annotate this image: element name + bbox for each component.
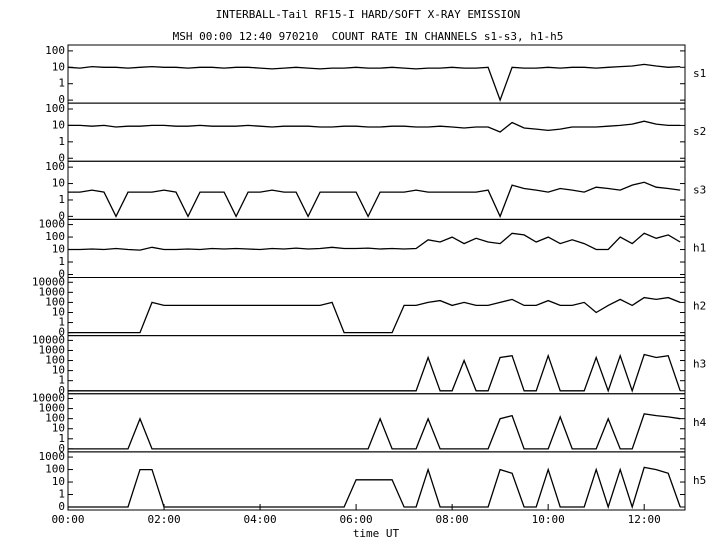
panel-label: h4 (693, 416, 707, 429)
y-tick-label: 10000 (32, 392, 65, 405)
y-tick-label: 10000 (32, 275, 65, 288)
y-tick-label: 0 (58, 93, 65, 106)
y-tick-label: 10 (52, 177, 65, 190)
x-tick-label: 12:00 (628, 513, 661, 526)
y-tick-label: 1 (58, 374, 65, 387)
y-tick-label: 1 (58, 135, 65, 148)
panel-label: h3 (693, 358, 706, 371)
y-tick-label: 0 (58, 326, 65, 339)
panel-label: s2 (693, 125, 706, 138)
panel-label: h2 (693, 300, 706, 313)
x-tick-label: 00:00 (51, 513, 84, 526)
y-tick-label: 1000 (39, 285, 66, 298)
y-tick-label: 100 (45, 44, 65, 57)
panel-frame (67, 102, 686, 162)
panel-frame (67, 451, 686, 511)
y-tick-label: 10 (52, 475, 65, 488)
y-tick-label: 100 (45, 412, 65, 425)
y-tick-label: 1 (58, 488, 65, 501)
y-tick-label: 0 (58, 209, 65, 222)
y-tick-label: 0 (58, 384, 65, 397)
y-tick-label: 10 (52, 305, 65, 318)
y-tick-label: 0 (58, 500, 65, 513)
panel-frame (67, 335, 686, 395)
x-tick-label: 06:00 (340, 513, 373, 526)
y-tick-label: 100 (45, 102, 65, 115)
panel-label: h1 (693, 241, 706, 254)
y-tick-label: 1 (58, 432, 65, 445)
data-line (68, 296, 681, 334)
y-tick-label: 100 (45, 295, 65, 308)
panel-frame (67, 277, 686, 337)
chart-subtitle: MSH 00:00 12:40 970210 COUNT RATE IN CHA… (173, 30, 564, 43)
y-tick-label: 1000 (39, 402, 66, 415)
y-tick-label: 10 (52, 60, 65, 73)
y-tick-label: 0 (58, 268, 65, 281)
y-tick-label: 100 (45, 463, 65, 476)
y-tick-label: 1 (58, 193, 65, 206)
panel-frame (67, 44, 686, 104)
chart-title: INTERBALL-Tail RF15-I HARD/SOFT X-RAY EM… (216, 8, 521, 21)
y-tick-label: 100 (45, 160, 65, 173)
y-tick-label: 1000 (39, 343, 66, 356)
y-tick-label: 1 (58, 316, 65, 329)
y-tick-label: 100 (45, 354, 65, 367)
panel-label: s1 (693, 67, 706, 80)
data-line (67, 63, 681, 102)
y-tick-label: 10 (52, 243, 65, 256)
data-line (68, 413, 681, 450)
y-tick-label: 10 (52, 118, 65, 131)
y-tick-label: 1 (58, 255, 65, 268)
data-line (68, 232, 681, 251)
data-line (68, 120, 681, 133)
y-tick-label: 1 (58, 77, 65, 90)
y-tick-label: 0 (58, 151, 65, 164)
panel-label: h5 (693, 474, 706, 487)
data-line (68, 353, 681, 393)
x-tick-label: 10:00 (532, 513, 565, 526)
panel-label: s3 (693, 183, 706, 196)
x-axis-label: time UT (353, 527, 400, 540)
y-tick-label: 0 (58, 442, 65, 455)
y-tick-label: 10 (52, 364, 65, 377)
y-tick-label: 1000 (39, 450, 66, 463)
x-tick-label: 02:00 (147, 513, 180, 526)
data-line (68, 181, 681, 219)
y-tick-label: 10000 (32, 333, 65, 346)
x-tick-label: 04:00 (243, 513, 276, 526)
y-tick-label: 1000 (39, 218, 66, 231)
x-tick-label: 08:00 (436, 513, 469, 526)
panel-frame (67, 393, 686, 453)
data-line (68, 466, 681, 510)
y-tick-label: 100 (45, 230, 65, 243)
y-tick-label: 10 (52, 422, 65, 435)
